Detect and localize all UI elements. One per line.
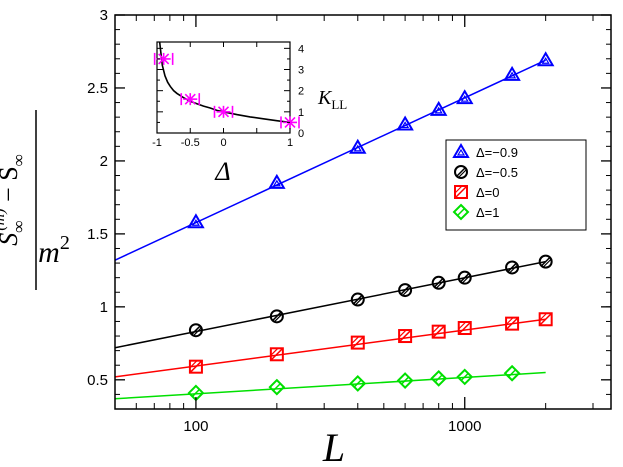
data-point-0-0 <box>187 213 205 229</box>
x-tick-label: 1000 <box>448 418 481 435</box>
data-point-1-1 <box>269 309 284 324</box>
y-tick-label: 3 <box>100 7 108 24</box>
data-point-1-2 <box>350 292 365 307</box>
data-point-0-6 <box>503 65 521 81</box>
data-point-0-5 <box>456 89 474 105</box>
inset-y-tick-label: 1 <box>298 107 304 119</box>
y-tick-label: 2 <box>100 153 108 170</box>
data-point-1-0 <box>188 323 203 338</box>
legend-box <box>445 139 587 231</box>
data-point-1-6 <box>505 260 520 275</box>
inset-y-tick-label: 3 <box>298 65 304 77</box>
data-point-2-1 <box>269 347 284 362</box>
y-axis-label-denominator: S∞(m) − S∞ <box>0 154 28 246</box>
fit-line-3 <box>114 371 546 400</box>
inset-y-tick-label: 2 <box>298 86 304 98</box>
x-tick-label: 100 <box>183 418 208 435</box>
data-point-1-4 <box>431 275 446 290</box>
legend-marker-1 <box>454 165 468 179</box>
legend-label-2: Δ=0 <box>476 185 500 200</box>
data-point-1-3 <box>398 283 413 298</box>
fit-lines <box>114 59 546 400</box>
data-point-0-2 <box>349 138 367 154</box>
inset-x-tick-label: -0.5 <box>181 137 200 149</box>
fit-line-2 <box>114 318 546 378</box>
data-point-2-4 <box>431 324 446 339</box>
y-tick-label: 2.5 <box>87 80 108 97</box>
x-axis-label: L <box>322 425 345 467</box>
data-point-3-4 <box>430 369 448 387</box>
y-axis-label-numerator: m2 <box>38 232 70 269</box>
data-point-3-6 <box>503 364 521 382</box>
data-point-2-2 <box>350 335 365 350</box>
y-tick-label: 1.5 <box>87 226 108 243</box>
legend-label-0: Δ=−0.9 <box>476 145 518 160</box>
data-point-0-4 <box>429 100 448 116</box>
legend-marker-3 <box>452 203 470 221</box>
data-point-3-5 <box>456 368 474 386</box>
legend-label-1: Δ=−0.5 <box>476 165 518 180</box>
data-point-1-5 <box>457 270 472 285</box>
fit-line-1 <box>114 260 546 349</box>
inset-point-2 <box>213 105 234 118</box>
inset-point-0 <box>153 52 174 65</box>
fit-line-0 <box>114 59 546 261</box>
inset-point-1 <box>180 93 201 106</box>
inset-y-tick-label: 0 <box>298 128 304 140</box>
inset-curve <box>158 41 291 124</box>
data-point-2-7 <box>538 312 553 327</box>
data-point-2-5 <box>457 321 472 336</box>
data-point-3-1 <box>268 378 286 396</box>
inset-x-tick-label: 0 <box>220 137 226 149</box>
inset-x-tick-label: -1 <box>152 137 162 149</box>
data-point-0-3 <box>396 115 414 131</box>
data-point-0-7 <box>536 51 555 67</box>
data-point-3-3 <box>396 372 414 389</box>
inset-x-tick-label: 1 <box>287 137 293 149</box>
y-tick-label: 0.5 <box>87 372 108 389</box>
legend: Δ=−0.9 Δ=−0.5 Δ=0 Δ=1 <box>445 139 587 231</box>
inset-x-label: Δ <box>214 157 230 186</box>
inset-y-tick-label: 4 <box>298 43 304 55</box>
legend-marker-2 <box>454 185 468 199</box>
plot-frame <box>114 14 612 410</box>
inset-y-label: KLL <box>317 87 347 112</box>
y-tick-label: 1 <box>100 299 108 316</box>
legend-marker-0 <box>452 143 470 158</box>
data-point-2-6 <box>505 316 520 331</box>
data-point-0-1 <box>268 173 286 189</box>
y-axis-label: m2 S∞(m) − S∞ <box>0 110 70 290</box>
data-point-2-3 <box>398 329 413 344</box>
data-point-3-2 <box>349 375 367 392</box>
legend-label-3: Δ=1 <box>476 205 500 220</box>
data-point-1-7 <box>538 254 553 269</box>
data-markers <box>187 51 555 402</box>
data-point-2-0 <box>188 359 203 374</box>
